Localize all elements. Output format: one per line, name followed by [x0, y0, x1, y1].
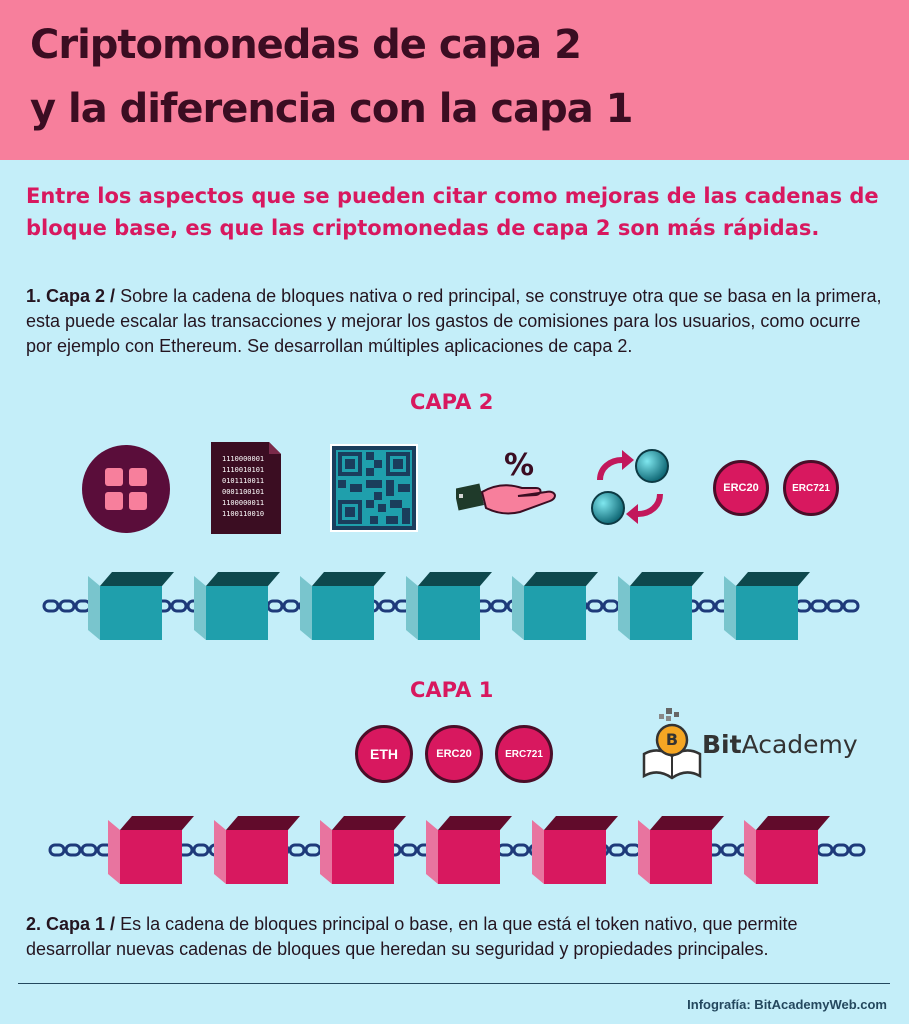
- chain-link: [794, 599, 812, 613]
- chain-link: [80, 843, 98, 857]
- chain-block: [724, 572, 810, 640]
- chain-block: [406, 572, 492, 640]
- chain-block: [88, 572, 174, 640]
- chain-link: [266, 599, 284, 613]
- chain-block: [320, 816, 406, 884]
- page-title-line-2: y la diferencia con la capa 1: [30, 86, 633, 132]
- chain-link: [720, 843, 738, 857]
- chain-block: [744, 816, 830, 884]
- chain-block: [426, 816, 512, 884]
- layer1-label: CAPA 1: [410, 678, 494, 702]
- chain-link: [698, 599, 716, 613]
- binary-line: 1110010101: [222, 466, 265, 474]
- capa2-text: Sobre la cadena de bloques nativa o red …: [26, 286, 882, 356]
- exchange-arrows-icon: [591, 449, 669, 525]
- chain-link: [282, 599, 300, 613]
- layer2-label: CAPA 2: [410, 390, 494, 414]
- chain-link: [378, 599, 396, 613]
- chain-link: [496, 843, 514, 857]
- chain-link: [192, 843, 210, 857]
- binary-text: 1110000001 1110010101 0101110011 0001100101…: [222, 454, 264, 520]
- layer2-token-erc20: ERC20: [713, 460, 769, 516]
- intro-text: Entre los aspectos que se pueden citar c…: [26, 184, 879, 240]
- logo-bold: Bit: [702, 730, 742, 759]
- hand-percent-icon: %: [456, 448, 560, 524]
- chain-link: [826, 599, 844, 613]
- bitacademy-book-coin-icon: [642, 708, 702, 780]
- chain-link: [58, 599, 76, 613]
- chain-block: [194, 572, 280, 640]
- binary-line: 1100000011: [222, 499, 265, 507]
- capa2-paragraph: 1. Capa 2 / Sobre la cadena de bloques n…: [26, 284, 886, 359]
- header-banner: [0, 0, 909, 160]
- capa1-paragraph: 2. Capa 1 / Es la cadena de bloques prin…: [26, 912, 886, 962]
- chain-link: [400, 843, 418, 857]
- capa2-lead: 1. Capa 2 /: [26, 286, 116, 306]
- chain-link: [816, 843, 834, 857]
- apps-grid-icon: [82, 445, 170, 533]
- bitacademy-logo: B: [640, 706, 704, 782]
- chain-block: [638, 816, 724, 884]
- logo-coin-letter: B: [665, 730, 679, 749]
- logo-regular: Academy: [741, 730, 858, 759]
- chain-link: [64, 843, 82, 857]
- chain-link: [74, 599, 92, 613]
- chain-link: [170, 599, 188, 613]
- chain-block: [108, 816, 194, 884]
- layer1-token-erc721: ERC721: [495, 725, 553, 783]
- chain-link: [304, 843, 322, 857]
- chain-block: [300, 572, 386, 640]
- binary-line: 1110000001: [222, 455, 265, 463]
- chain-link: [602, 599, 620, 613]
- chain-link: [848, 843, 866, 857]
- chain-link: [586, 599, 604, 613]
- credit-text: Infografía: BitAcademyWeb.com: [687, 997, 887, 1012]
- chain-block: [512, 572, 598, 640]
- chain-link: [490, 599, 508, 613]
- page-title-line-1: Criptomonedas de capa 2: [30, 22, 582, 68]
- chain-link: [842, 599, 860, 613]
- chain-link: [288, 843, 306, 857]
- chain-link: [512, 843, 530, 857]
- chain-link: [810, 599, 828, 613]
- chain-block: [214, 816, 300, 884]
- footer-divider: [18, 983, 890, 984]
- layer1-token-erc20: ERC20: [425, 725, 483, 783]
- layer2-blockchain: [42, 572, 860, 640]
- chain-block: [618, 572, 704, 640]
- layer1-token-eth: ETH: [355, 725, 413, 783]
- chain-link: [624, 843, 642, 857]
- binary-line: 0101110011: [222, 477, 265, 485]
- chain-link: [832, 843, 850, 857]
- binary-line: 1100110010: [222, 510, 265, 518]
- binary-line: 0001100101: [222, 488, 265, 496]
- chain-link: [48, 843, 66, 857]
- binary-document-icon: 1110000001 1110010101 0101110011 0001100101…: [211, 442, 281, 534]
- capa1-text: Es la cadena de bloques principal o base…: [26, 914, 798, 959]
- layer2-token-erc721: ERC721: [783, 460, 839, 516]
- chain-link: [42, 599, 60, 613]
- logo-wordmark: BitAcademy: [702, 730, 858, 759]
- chain-block: [532, 816, 618, 884]
- layer1-blockchain: [48, 816, 866, 884]
- chain-link: [608, 843, 626, 857]
- qr-code-icon: [330, 444, 418, 532]
- percent-symbol: %: [504, 448, 535, 483]
- capa1-lead: 2. Capa 1 /: [26, 914, 116, 934]
